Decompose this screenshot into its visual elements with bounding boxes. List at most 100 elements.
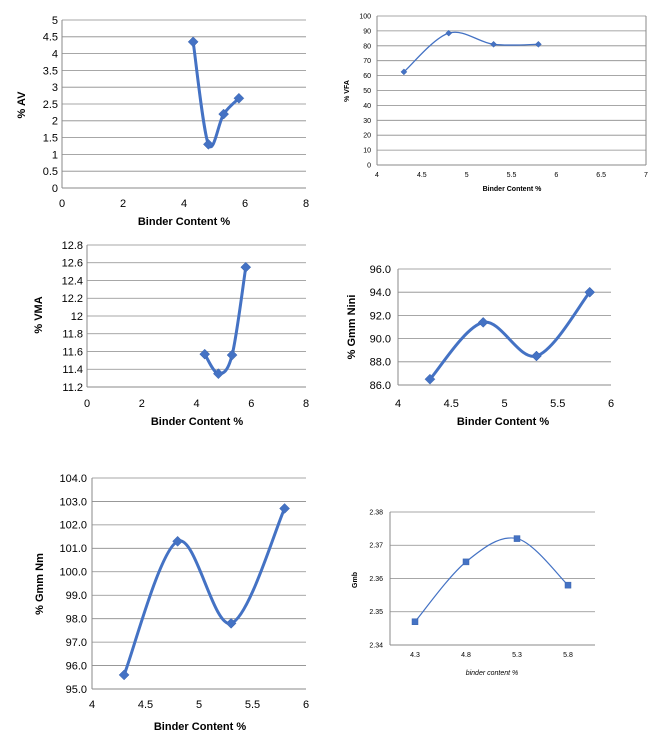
x-tick-label: 5 — [501, 398, 507, 410]
data-point — [218, 108, 230, 120]
chart-vfa: % VFA Binder Content % 0 10 20 30 40 50 60 70 80… — [344, 13, 648, 193]
data-point — [584, 286, 596, 298]
chart-av-ylabel: % AV — [16, 91, 28, 119]
y-tick-label: 50 — [363, 88, 371, 95]
x-tick-label: 5.5 — [550, 398, 565, 410]
y-tick-label: 97.0 — [66, 637, 87, 649]
y-tick-label: 5 — [52, 15, 58, 27]
x-tick-label: 6 — [248, 398, 254, 410]
y-tick-label: 98.0 — [66, 614, 87, 626]
series-line — [191, 41, 240, 149]
data-point — [118, 669, 130, 681]
data-point — [225, 618, 237, 629]
y-tick-label: 90.0 — [370, 333, 391, 345]
y-tick-label: 2.37 — [369, 543, 383, 550]
x-tick-label: 4.5 — [444, 398, 459, 410]
y-tick-label: 96.0 — [66, 660, 87, 672]
y-tick-label: 11.8 — [62, 329, 83, 341]
x-tick-label: 5 — [196, 699, 202, 711]
data-point — [400, 68, 408, 76]
y-tick-label: 101.0 — [59, 543, 87, 555]
y-tick-label: 2.38 — [369, 509, 383, 516]
y-tick-label: 3 — [52, 82, 58, 94]
x-tick-label: 8 — [303, 198, 309, 210]
y-tick-label: 2.36 — [369, 576, 383, 583]
y-tick-label: 2.5 — [43, 99, 58, 111]
chart-gmm-nm-ylabel: % Gmm Nm — [34, 553, 46, 615]
data-point — [240, 261, 252, 273]
x-tick-label: 6 — [242, 198, 248, 210]
y-tick-label: 11.4 — [62, 364, 83, 376]
data-point — [226, 349, 238, 361]
x-tick-label: 4.8 — [461, 652, 471, 659]
y-tick-label: 80 — [363, 43, 371, 50]
y-tick-label: 12.4 — [62, 275, 83, 287]
x-tick-label: 6 — [303, 699, 309, 711]
y-tick-label: 2 — [52, 116, 58, 128]
y-tick-label: 95.0 — [66, 684, 87, 696]
chart-av-xlabel: Binder Content % — [138, 216, 230, 228]
series-line — [414, 537, 569, 623]
x-tick-label: 5.5 — [507, 172, 517, 179]
y-tick-label: 102.0 — [59, 520, 87, 532]
y-tick-label: 100 — [359, 13, 371, 20]
chart-gmm-nm-xlabel: Binder Content % — [154, 721, 246, 733]
chart-gmm-nini-xlabel: Binder Content % — [457, 416, 549, 428]
chart-gmm-nm: % Gmm Nm Binder Content % 95.0 96.0 97.0 98… — [34, 473, 309, 733]
chart-vma-ylabel: % VMA — [33, 296, 45, 333]
y-tick-label: 96.0 — [370, 264, 391, 276]
y-tick-label: 4 — [52, 48, 58, 60]
data-point — [445, 29, 453, 37]
x-tick-label: 0 — [59, 198, 65, 210]
y-tick-label: 2.35 — [369, 609, 383, 616]
x-tick-label: 0 — [84, 398, 90, 410]
y-tick-label: 0.5 — [43, 166, 58, 178]
y-tick-label: 3.5 — [43, 65, 58, 77]
chart-gmb-xlabel: binder content % — [466, 670, 519, 677]
series-line — [403, 31, 539, 73]
data-point — [535, 40, 542, 48]
data-point — [462, 558, 470, 566]
y-tick-label: 12.8 — [62, 240, 83, 252]
series-line — [203, 266, 248, 376]
y-tick-label: 40 — [363, 103, 371, 110]
x-tick-label: 4 — [181, 198, 187, 210]
series-line — [122, 507, 286, 676]
y-tick-label: 103.0 — [59, 496, 87, 508]
y-tick-label: 20 — [363, 133, 371, 140]
x-tick-label: 5.5 — [245, 699, 260, 711]
data-point — [490, 40, 497, 48]
y-tick-label: 12.6 — [62, 258, 83, 270]
y-tick-label: 100.0 — [59, 567, 87, 579]
chart-vfa-xlabel: Binder Content % — [483, 186, 542, 193]
chart-vma-xlabel: Binder Content % — [151, 416, 243, 428]
chart-gmb: Gmb binder content % 2.34 2.35 2.36 2.37 2.3… — [352, 509, 595, 677]
chart-gmm-nini: % Gmm Nini Binder Content % 86.0 88.0 90.0… — [346, 264, 614, 428]
y-tick-label: 12.2 — [62, 293, 83, 305]
data-point — [477, 317, 489, 328]
y-tick-label: 11.2 — [62, 382, 83, 394]
y-tick-label: 90 — [363, 28, 371, 35]
data-point — [531, 350, 542, 362]
data-point — [213, 368, 224, 380]
x-tick-label: 4 — [375, 172, 379, 179]
y-tick-label: 104.0 — [59, 473, 87, 485]
data-point — [411, 618, 419, 625]
data-point — [172, 535, 183, 547]
data-point — [513, 535, 521, 542]
chart-vfa-ylabel: % VFA — [344, 80, 351, 102]
data-point — [564, 581, 572, 589]
x-tick-label: 4.5 — [138, 699, 153, 711]
x-tick-label: 4 — [193, 398, 199, 410]
x-tick-label: 7 — [644, 172, 648, 179]
chart-gmm-nini-ylabel: % Gmm Nini — [346, 295, 358, 360]
data-point — [233, 92, 245, 104]
x-tick-label: 6.5 — [596, 172, 606, 179]
x-tick-label: 2 — [120, 198, 126, 210]
x-tick-label: 4 — [395, 398, 401, 410]
x-tick-label: 5 — [465, 172, 469, 179]
y-tick-label: 88.0 — [370, 357, 391, 369]
y-tick-label: 60 — [363, 73, 371, 80]
y-tick-label: 70 — [363, 58, 371, 65]
